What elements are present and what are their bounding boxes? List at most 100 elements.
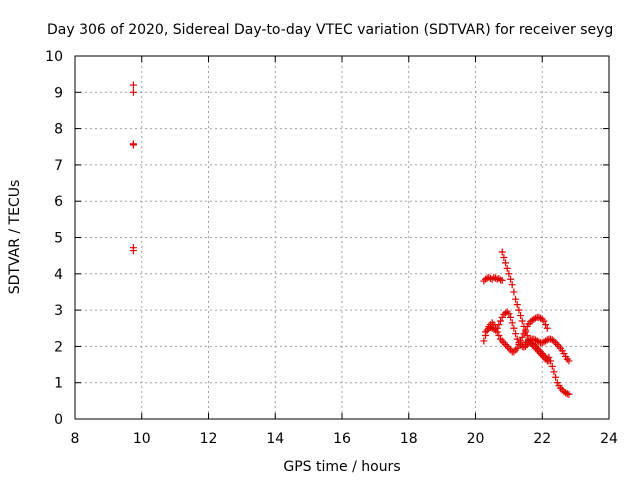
data-point bbox=[505, 344, 513, 352]
y-tick-label: 0 bbox=[54, 412, 63, 428]
data-point bbox=[503, 342, 511, 350]
data-point bbox=[518, 333, 526, 341]
data-point bbox=[555, 342, 563, 350]
data-point bbox=[495, 275, 503, 283]
x-tick-label: 22 bbox=[533, 431, 551, 447]
data-point bbox=[535, 313, 543, 321]
data-point bbox=[542, 337, 550, 345]
y-tick-label: 8 bbox=[54, 122, 63, 138]
data-point bbox=[513, 301, 521, 309]
data-point bbox=[535, 346, 543, 354]
data-point bbox=[552, 373, 560, 381]
data-point bbox=[129, 247, 137, 255]
data-point bbox=[512, 346, 520, 354]
data-point bbox=[538, 315, 546, 323]
data-point bbox=[490, 325, 498, 333]
y-tick-label: 5 bbox=[54, 231, 63, 247]
data-point bbox=[508, 281, 516, 289]
data-point bbox=[129, 81, 137, 89]
data-point bbox=[563, 390, 571, 398]
x-axis-title: GPS time / hours bbox=[283, 459, 400, 475]
data-point bbox=[498, 276, 506, 284]
data-point bbox=[495, 321, 503, 329]
data-point bbox=[550, 368, 558, 376]
data-point bbox=[512, 330, 520, 338]
y-tick-label: 2 bbox=[54, 339, 63, 355]
data-point bbox=[503, 264, 511, 272]
data-point bbox=[537, 348, 545, 356]
data-point bbox=[540, 351, 548, 359]
x-tick-label: 10 bbox=[133, 431, 151, 447]
data-point bbox=[508, 319, 516, 327]
data-point bbox=[518, 317, 526, 325]
data-point bbox=[543, 324, 551, 332]
data-point bbox=[505, 310, 513, 318]
data-point bbox=[500, 253, 508, 261]
y-tick-label: 7 bbox=[54, 158, 63, 174]
x-tick-label: 14 bbox=[266, 431, 284, 447]
x-tick-label: 16 bbox=[333, 431, 351, 447]
data-point bbox=[502, 259, 510, 267]
data-point bbox=[533, 344, 541, 352]
data-point bbox=[512, 295, 520, 303]
data-point bbox=[505, 270, 513, 278]
data-point bbox=[497, 335, 505, 343]
y-tick-label: 3 bbox=[54, 303, 63, 319]
chart-title: Day 306 of 2020, Sidereal Day-to-day VTE… bbox=[47, 22, 613, 38]
data-point bbox=[482, 328, 490, 336]
data-point bbox=[522, 326, 530, 334]
data-point bbox=[502, 309, 510, 317]
data-point bbox=[493, 275, 501, 283]
data-point bbox=[510, 288, 518, 296]
data-point bbox=[543, 355, 551, 363]
data-point bbox=[498, 337, 506, 345]
data-point bbox=[129, 88, 137, 96]
data-point bbox=[542, 321, 550, 329]
data-point bbox=[520, 330, 528, 338]
data-point bbox=[513, 344, 521, 352]
data-point bbox=[540, 317, 548, 325]
data-point bbox=[493, 324, 501, 332]
x-tick-label: 20 bbox=[467, 431, 485, 447]
data-point bbox=[515, 339, 523, 347]
data-point bbox=[515, 306, 523, 314]
data-point bbox=[547, 335, 555, 343]
data-point bbox=[507, 275, 515, 283]
data-point bbox=[517, 312, 525, 320]
data-point bbox=[538, 350, 546, 358]
data-point bbox=[542, 353, 550, 361]
data-point bbox=[562, 389, 570, 397]
grid bbox=[75, 56, 609, 419]
data-point bbox=[495, 332, 503, 340]
data-point bbox=[129, 141, 137, 149]
data-point bbox=[545, 357, 553, 365]
data-point bbox=[510, 324, 518, 332]
data-point bbox=[553, 341, 561, 349]
data-point bbox=[523, 332, 531, 340]
data-points bbox=[129, 81, 573, 398]
data-point bbox=[502, 341, 510, 349]
y-tick-label: 4 bbox=[54, 267, 63, 283]
x-tick-label: 24 bbox=[600, 431, 618, 447]
data-point bbox=[507, 313, 515, 321]
y-axis-title: SDTVAR / TECUs bbox=[7, 180, 23, 295]
x-tick-label: 8 bbox=[71, 431, 80, 447]
data-point bbox=[565, 357, 573, 365]
y-tick-label: 6 bbox=[54, 194, 63, 210]
data-point bbox=[490, 273, 498, 281]
data-point bbox=[497, 317, 505, 325]
data-point bbox=[482, 275, 490, 283]
data-point bbox=[510, 348, 518, 356]
y-tick-label: 1 bbox=[54, 376, 63, 392]
data-point bbox=[565, 390, 573, 398]
data-point bbox=[487, 324, 495, 332]
data-point bbox=[480, 337, 488, 345]
data-point bbox=[548, 362, 556, 370]
y-tick-label: 9 bbox=[54, 85, 63, 101]
data-point bbox=[550, 337, 558, 345]
y-tick-label: 10 bbox=[45, 49, 63, 65]
data-point bbox=[513, 335, 521, 343]
x-tick-label: 18 bbox=[400, 431, 418, 447]
